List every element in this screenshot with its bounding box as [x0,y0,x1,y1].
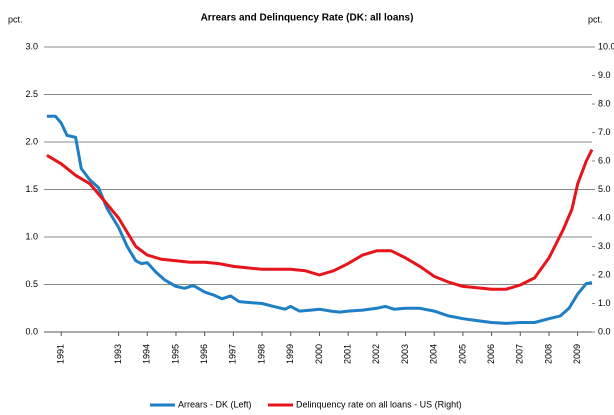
legend-label: Arrears - DK (Left) [178,399,252,409]
y2-tick-label: 5.0 [598,184,611,194]
x-tick-label: 1998 [256,344,266,364]
y2-tick-label: 1.0 [598,298,611,308]
x-tick-label: 1993 [113,344,123,364]
y-tick-label: 0.5 [25,279,38,289]
x-tick-label: 2002 [371,344,381,364]
y-tick-label: 0.0 [25,326,38,336]
chart-title: Arrears and Delinquency Rate (DK: all lo… [201,13,414,24]
y2-tick-label: 6.0 [598,155,611,165]
x-tick-label: 2005 [457,344,467,364]
y-axis-label: pct. [8,14,23,24]
x-tick-label: 2008 [543,344,553,364]
x-tick-label: 2006 [486,344,496,364]
x-tick-label: 2001 [343,344,353,364]
x-tick-label: 1995 [170,344,180,364]
x-tick-label: 2003 [400,344,410,364]
y-tick-label: 2.5 [25,89,38,99]
x-tick-label: 1997 [228,344,238,364]
y2-tick-label: 7.0 [598,127,611,137]
y-tick-label: 1.5 [25,184,38,194]
x-tick-label: 2000 [314,344,324,364]
y2-tick-label: 2.0 [598,269,611,279]
x-tick-label: 1994 [142,344,152,364]
y-tick-label: 3.0 [25,41,38,51]
x-tick-label: 1996 [199,344,209,364]
line-series [46,114,593,325]
y2-tick-label: 3.0 [598,241,611,251]
x-tick-label: 2004 [429,344,439,364]
y2-tick-label: 4.0 [598,212,611,222]
y2-tick-label: 8.0 [598,98,611,108]
x-tick-label: 1999 [285,344,295,364]
y2-tick-label: 0.0 [598,326,611,336]
line-series [46,148,594,291]
y2-axis-label: pct. [588,14,603,24]
y-tick-label: 1.0 [25,231,38,241]
y2-tick-label: 10.0 [598,41,614,51]
x-tick-label: 1991 [56,344,66,364]
x-tick-label: 2009 [572,344,582,364]
x-tick-label: 2007 [515,344,525,364]
y2-tick-label: 9.0 [598,70,611,80]
legend-label: Delinquency rate on all loans - US (Righ… [296,399,462,409]
y-tick-label: 2.0 [25,136,38,146]
